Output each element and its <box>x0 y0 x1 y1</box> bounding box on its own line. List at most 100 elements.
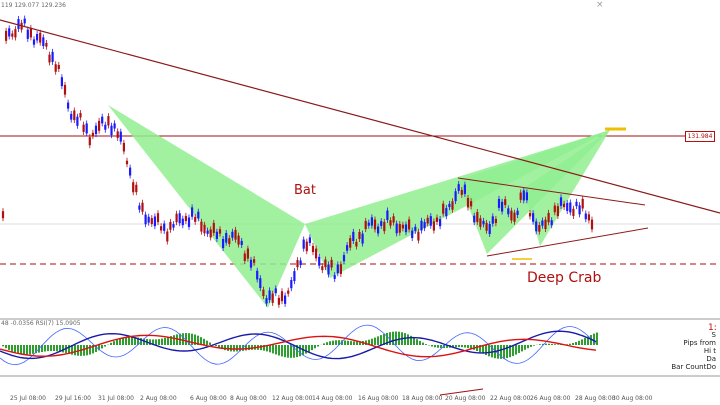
candle-body <box>333 275 336 279</box>
long-downtrend-line[interactable] <box>0 19 720 214</box>
indicator-bar <box>92 345 94 354</box>
candle-body <box>420 220 423 231</box>
indicator-bar <box>491 345 493 358</box>
indicator-bar <box>305 345 307 354</box>
indicator-bar <box>455 345 457 348</box>
candle-body <box>150 218 153 224</box>
candle-body <box>274 288 277 294</box>
time-axis-tick-label: 29 Jul 16:00 <box>55 395 91 402</box>
candle-body <box>29 27 32 38</box>
indicator-bar <box>206 340 208 345</box>
indicator-bar <box>443 345 445 349</box>
candle-body <box>14 29 17 38</box>
indicator-bar <box>269 345 271 353</box>
candle-body <box>590 219 594 230</box>
candle-body <box>85 123 88 134</box>
indicator-bar <box>95 345 97 352</box>
indicator-bar <box>176 334 178 345</box>
candle-body <box>572 208 575 216</box>
indicator-bar <box>128 336 130 345</box>
indicator-bar <box>386 332 388 345</box>
time-axis-tick-label: 25 Jul 08:00 <box>10 395 46 402</box>
candle-body <box>497 198 501 208</box>
indicator-bar <box>344 340 346 345</box>
indicator-bar <box>329 341 331 345</box>
candle-body <box>404 224 408 233</box>
candle-body <box>454 191 457 202</box>
indicator-bar <box>113 341 115 345</box>
info-panel-line: Da <box>706 355 716 363</box>
candle-body <box>417 231 420 241</box>
candle-body <box>457 184 460 191</box>
candle-body <box>45 42 48 47</box>
indicator-bar <box>167 337 169 345</box>
indicator-bar <box>170 336 172 345</box>
indicator-bar <box>290 345 292 358</box>
indicator-bar <box>209 342 211 345</box>
candle-body <box>547 212 550 223</box>
candle-body <box>197 211 200 219</box>
indicator-bar <box>338 340 340 345</box>
indicator-bar <box>26 345 28 355</box>
candle-body <box>302 239 305 249</box>
candle-body <box>361 233 364 244</box>
indicator-bar <box>530 345 532 347</box>
indicator-bar <box>17 345 19 354</box>
indicator-bar <box>272 345 274 354</box>
candle-body <box>566 202 569 211</box>
candle-body <box>215 231 218 239</box>
candle-body <box>584 213 587 220</box>
candle-body <box>392 216 395 223</box>
candle-body <box>563 203 566 208</box>
candle-body <box>355 241 358 247</box>
indicator-bar <box>515 345 517 355</box>
indicator-bar <box>29 345 31 355</box>
indicator-bar <box>356 341 358 345</box>
indicator-bar <box>155 339 157 345</box>
close-icon[interactable]: × <box>596 0 604 10</box>
indicator-bar <box>233 345 235 352</box>
candle-body <box>460 189 463 195</box>
candle-body <box>349 238 352 248</box>
wedge-upper-line[interactable] <box>457 177 646 206</box>
indicator-bar <box>224 345 226 351</box>
candle-body <box>163 223 166 231</box>
indicator-bar <box>110 342 112 345</box>
indicator-bar <box>380 335 382 345</box>
info-panel-line: Hi t <box>703 347 716 355</box>
candle-body <box>249 259 253 268</box>
indicator-bar <box>137 337 139 345</box>
candle-body <box>504 199 507 206</box>
indicator-bar <box>152 339 154 345</box>
indicator-bar <box>518 345 520 354</box>
indicator-bar <box>194 334 196 345</box>
indicator-bar <box>524 345 526 350</box>
indicator-bar <box>44 345 46 352</box>
candle-body <box>569 202 572 213</box>
indicator-bar <box>308 345 310 352</box>
indicator-bar <box>287 345 289 358</box>
candle-body <box>259 278 262 289</box>
candle-body <box>110 125 113 136</box>
indicator-bar <box>239 345 241 352</box>
indicator-bar <box>374 337 376 345</box>
time-axis-tick-label: 12 Aug 08:00 <box>272 395 313 402</box>
candle-body <box>581 198 584 209</box>
indicator-bar <box>383 333 385 345</box>
indicator-bar <box>23 345 25 355</box>
candle-body <box>550 220 553 226</box>
candle-body <box>280 291 284 302</box>
indicator-bar <box>581 339 583 345</box>
wedge-lower-line[interactable] <box>486 227 649 257</box>
indicator-bar <box>422 342 424 345</box>
candle-body <box>578 205 581 215</box>
candle-body <box>364 220 367 230</box>
indicator-bar <box>248 345 250 351</box>
candle-body <box>414 226 417 231</box>
candle-body <box>76 116 79 126</box>
candle-body <box>172 224 175 228</box>
candle-body <box>116 131 119 138</box>
indicator-bar <box>461 345 463 348</box>
time-axis-tick-label: 31 Jul 08:00 <box>98 395 134 402</box>
